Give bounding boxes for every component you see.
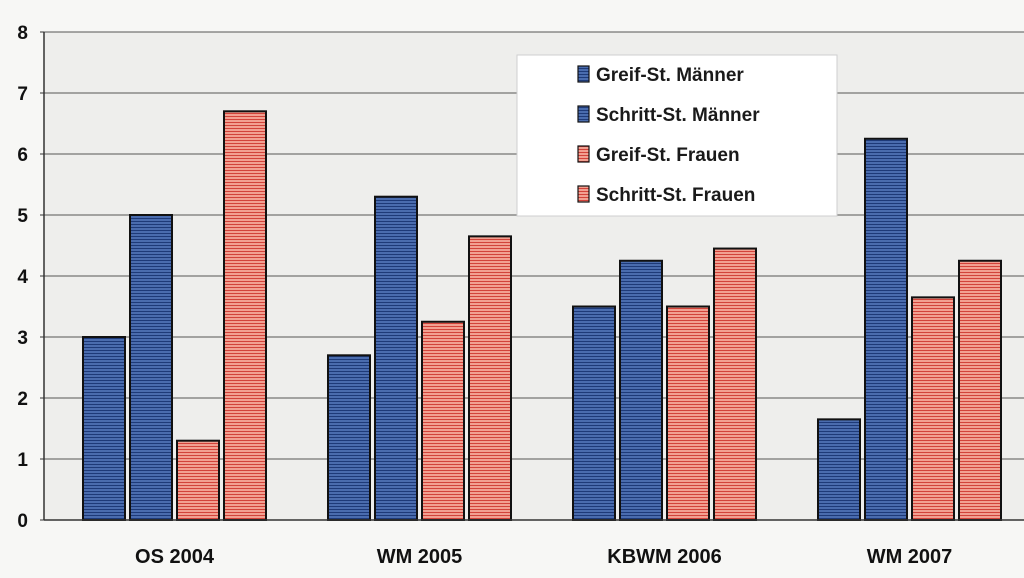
y-tick-label: 4	[17, 267, 28, 288]
bar-1-4	[817, 418, 861, 522]
x-tick-label: OS 2004	[135, 546, 215, 568]
bar-4-4	[958, 259, 1002, 521]
bar-2-2	[374, 195, 418, 521]
bar-2-1	[129, 214, 173, 521]
x-tick-label: KBWM 2006	[607, 546, 721, 568]
y-tick-label: 8	[17, 23, 28, 44]
x-tick-label: WM 2007	[867, 546, 953, 568]
legend-label: Greif-St. Männer	[596, 65, 744, 86]
y-tick-label: 3	[17, 328, 28, 349]
bar-2-4	[864, 137, 908, 521]
bar-4-2	[468, 235, 512, 521]
legend-swatch	[577, 65, 590, 83]
bar-1-3	[572, 305, 616, 521]
legend-label: Schritt-St. Frauen	[596, 185, 755, 206]
x-axis-labels: OS 2004 WM 2005 KBWM 2006 WM 2007	[135, 546, 952, 568]
bar-3-1	[176, 439, 220, 522]
bars	[82, 110, 1002, 522]
y-tick-label: 2	[17, 389, 28, 410]
legend: Greif-St. Männer Schritt-St. Männer Greif-…	[516, 54, 838, 217]
legend-swatch	[577, 185, 590, 203]
bar-4-3	[713, 247, 757, 522]
bar-1-1	[82, 336, 126, 521]
y-tick-label: 7	[17, 84, 28, 105]
legend-swatch	[577, 105, 590, 123]
x-tick-label: WM 2005	[377, 546, 463, 568]
y-axis-ticks: 0 1 2 3 4 5 6 7 8	[17, 23, 45, 532]
y-tick-label: 6	[17, 145, 28, 166]
bar-4-1	[223, 110, 267, 522]
y-tick-label: 5	[17, 206, 28, 227]
legend-box	[516, 54, 838, 217]
bar-3-4	[911, 296, 955, 521]
legend-label: Schritt-St. Männer	[596, 105, 760, 126]
legend-label: Greif-St. Frauen	[596, 145, 740, 166]
legend-swatch	[577, 145, 590, 163]
bar-3-3	[666, 305, 710, 521]
bar-3-2	[421, 320, 465, 521]
y-tick-label: 0	[17, 511, 28, 532]
bar-2-3	[619, 259, 663, 521]
y-tick-label: 1	[17, 450, 28, 471]
bar-1-2	[327, 354, 371, 521]
